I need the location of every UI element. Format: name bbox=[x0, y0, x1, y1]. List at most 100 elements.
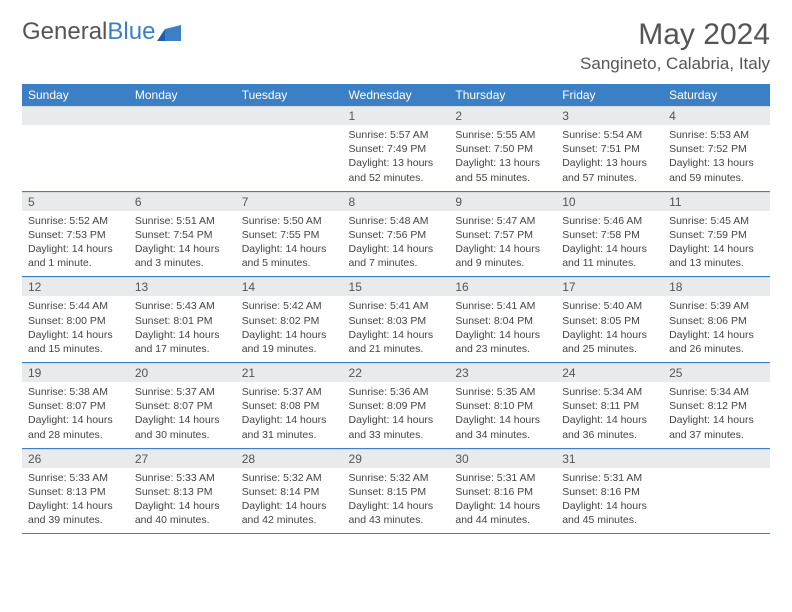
day-number bbox=[129, 106, 236, 125]
day-number: 27 bbox=[129, 449, 236, 468]
day-number: 14 bbox=[236, 277, 343, 296]
day-info: Sunrise: 5:40 AMSunset: 8:05 PMDaylight:… bbox=[556, 296, 663, 362]
day-info: Sunrise: 5:54 AMSunset: 7:51 PMDaylight:… bbox=[556, 125, 663, 191]
calendar-cell: 26Sunrise: 5:33 AMSunset: 8:13 PMDayligh… bbox=[22, 448, 129, 534]
calendar-cell: 22Sunrise: 5:36 AMSunset: 8:09 PMDayligh… bbox=[343, 363, 450, 449]
day-info: Sunrise: 5:42 AMSunset: 8:02 PMDaylight:… bbox=[236, 296, 343, 362]
day-info: Sunrise: 5:55 AMSunset: 7:50 PMDaylight:… bbox=[449, 125, 556, 191]
calendar-cell: 18Sunrise: 5:39 AMSunset: 8:06 PMDayligh… bbox=[663, 277, 770, 363]
day-info: Sunrise: 5:31 AMSunset: 8:16 PMDaylight:… bbox=[449, 468, 556, 534]
day-number: 24 bbox=[556, 363, 663, 382]
calendar-cell: 8Sunrise: 5:48 AMSunset: 7:56 PMDaylight… bbox=[343, 191, 450, 277]
calendar-table: SundayMondayTuesdayWednesdayThursdayFrid… bbox=[22, 84, 770, 534]
day-number: 2 bbox=[449, 106, 556, 125]
day-info bbox=[129, 125, 236, 185]
calendar-cell: 17Sunrise: 5:40 AMSunset: 8:05 PMDayligh… bbox=[556, 277, 663, 363]
weekday-header: Wednesday bbox=[343, 84, 450, 106]
day-info: Sunrise: 5:32 AMSunset: 8:15 PMDaylight:… bbox=[343, 468, 450, 534]
calendar-cell: 29Sunrise: 5:32 AMSunset: 8:15 PMDayligh… bbox=[343, 448, 450, 534]
calendar-cell: 20Sunrise: 5:37 AMSunset: 8:07 PMDayligh… bbox=[129, 363, 236, 449]
day-info: Sunrise: 5:39 AMSunset: 8:06 PMDaylight:… bbox=[663, 296, 770, 362]
calendar-cell: 2Sunrise: 5:55 AMSunset: 7:50 PMDaylight… bbox=[449, 106, 556, 191]
day-info: Sunrise: 5:37 AMSunset: 8:08 PMDaylight:… bbox=[236, 382, 343, 448]
calendar-row: 12Sunrise: 5:44 AMSunset: 8:00 PMDayligh… bbox=[22, 277, 770, 363]
calendar-cell: 31Sunrise: 5:31 AMSunset: 8:16 PMDayligh… bbox=[556, 448, 663, 534]
day-info: Sunrise: 5:51 AMSunset: 7:54 PMDaylight:… bbox=[129, 211, 236, 277]
calendar-cell: 19Sunrise: 5:38 AMSunset: 8:07 PMDayligh… bbox=[22, 363, 129, 449]
calendar-cell-empty bbox=[129, 106, 236, 191]
day-info: Sunrise: 5:41 AMSunset: 8:03 PMDaylight:… bbox=[343, 296, 450, 362]
day-info bbox=[236, 125, 343, 185]
calendar-row: 5Sunrise: 5:52 AMSunset: 7:53 PMDaylight… bbox=[22, 191, 770, 277]
calendar-cell: 9Sunrise: 5:47 AMSunset: 7:57 PMDaylight… bbox=[449, 191, 556, 277]
day-number: 7 bbox=[236, 192, 343, 211]
calendar-cell: 28Sunrise: 5:32 AMSunset: 8:14 PMDayligh… bbox=[236, 448, 343, 534]
day-info: Sunrise: 5:33 AMSunset: 8:13 PMDaylight:… bbox=[129, 468, 236, 534]
calendar-cell-empty bbox=[236, 106, 343, 191]
calendar-cell: 10Sunrise: 5:46 AMSunset: 7:58 PMDayligh… bbox=[556, 191, 663, 277]
day-number: 25 bbox=[663, 363, 770, 382]
calendar-cell: 27Sunrise: 5:33 AMSunset: 8:13 PMDayligh… bbox=[129, 448, 236, 534]
day-number bbox=[236, 106, 343, 125]
day-info bbox=[663, 468, 770, 528]
day-info: Sunrise: 5:41 AMSunset: 8:04 PMDaylight:… bbox=[449, 296, 556, 362]
day-info: Sunrise: 5:35 AMSunset: 8:10 PMDaylight:… bbox=[449, 382, 556, 448]
calendar-cell: 21Sunrise: 5:37 AMSunset: 8:08 PMDayligh… bbox=[236, 363, 343, 449]
day-number: 1 bbox=[343, 106, 450, 125]
logo-text-1: General bbox=[22, 18, 107, 46]
day-number: 12 bbox=[22, 277, 129, 296]
calendar-cell: 4Sunrise: 5:53 AMSunset: 7:52 PMDaylight… bbox=[663, 106, 770, 191]
day-number: 6 bbox=[129, 192, 236, 211]
weekday-header: Tuesday bbox=[236, 84, 343, 106]
header: GeneralBlue May 2024 Sangineto, Calabria… bbox=[22, 18, 770, 74]
calendar-cell: 12Sunrise: 5:44 AMSunset: 8:00 PMDayligh… bbox=[22, 277, 129, 363]
day-number bbox=[22, 106, 129, 125]
calendar-cell-empty bbox=[22, 106, 129, 191]
calendar-cell: 13Sunrise: 5:43 AMSunset: 8:01 PMDayligh… bbox=[129, 277, 236, 363]
calendar-cell: 5Sunrise: 5:52 AMSunset: 7:53 PMDaylight… bbox=[22, 191, 129, 277]
day-info: Sunrise: 5:44 AMSunset: 8:00 PMDaylight:… bbox=[22, 296, 129, 362]
calendar-cell: 3Sunrise: 5:54 AMSunset: 7:51 PMDaylight… bbox=[556, 106, 663, 191]
day-number: 3 bbox=[556, 106, 663, 125]
day-number: 28 bbox=[236, 449, 343, 468]
weekday-header: Saturday bbox=[663, 84, 770, 106]
day-number: 22 bbox=[343, 363, 450, 382]
day-info: Sunrise: 5:31 AMSunset: 8:16 PMDaylight:… bbox=[556, 468, 663, 534]
calendar-row: 1Sunrise: 5:57 AMSunset: 7:49 PMDaylight… bbox=[22, 106, 770, 191]
month-title: May 2024 bbox=[580, 18, 770, 52]
day-number: 26 bbox=[22, 449, 129, 468]
page-container: GeneralBlue May 2024 Sangineto, Calabria… bbox=[0, 0, 792, 544]
day-number: 19 bbox=[22, 363, 129, 382]
calendar-cell-empty bbox=[663, 448, 770, 534]
logo-swoosh-icon bbox=[157, 22, 183, 42]
calendar-row: 26Sunrise: 5:33 AMSunset: 8:13 PMDayligh… bbox=[22, 448, 770, 534]
day-number: 16 bbox=[449, 277, 556, 296]
day-info: Sunrise: 5:50 AMSunset: 7:55 PMDaylight:… bbox=[236, 211, 343, 277]
day-info: Sunrise: 5:33 AMSunset: 8:13 PMDaylight:… bbox=[22, 468, 129, 534]
day-number: 21 bbox=[236, 363, 343, 382]
day-info: Sunrise: 5:53 AMSunset: 7:52 PMDaylight:… bbox=[663, 125, 770, 191]
title-block: May 2024 Sangineto, Calabria, Italy bbox=[580, 18, 770, 74]
calendar-cell: 14Sunrise: 5:42 AMSunset: 8:02 PMDayligh… bbox=[236, 277, 343, 363]
day-number: 17 bbox=[556, 277, 663, 296]
day-number: 23 bbox=[449, 363, 556, 382]
weekday-header: Friday bbox=[556, 84, 663, 106]
location: Sangineto, Calabria, Italy bbox=[580, 54, 770, 74]
day-number: 20 bbox=[129, 363, 236, 382]
weekday-header: Thursday bbox=[449, 84, 556, 106]
day-info: Sunrise: 5:34 AMSunset: 8:12 PMDaylight:… bbox=[663, 382, 770, 448]
calendar-cell: 15Sunrise: 5:41 AMSunset: 8:03 PMDayligh… bbox=[343, 277, 450, 363]
day-number: 29 bbox=[343, 449, 450, 468]
weekday-header: Monday bbox=[129, 84, 236, 106]
day-number: 11 bbox=[663, 192, 770, 211]
calendar-cell: 30Sunrise: 5:31 AMSunset: 8:16 PMDayligh… bbox=[449, 448, 556, 534]
day-info: Sunrise: 5:48 AMSunset: 7:56 PMDaylight:… bbox=[343, 211, 450, 277]
day-info: Sunrise: 5:34 AMSunset: 8:11 PMDaylight:… bbox=[556, 382, 663, 448]
calendar-cell: 23Sunrise: 5:35 AMSunset: 8:10 PMDayligh… bbox=[449, 363, 556, 449]
calendar-cell: 1Sunrise: 5:57 AMSunset: 7:49 PMDaylight… bbox=[343, 106, 450, 191]
day-info: Sunrise: 5:57 AMSunset: 7:49 PMDaylight:… bbox=[343, 125, 450, 191]
day-number: 10 bbox=[556, 192, 663, 211]
weekday-header: Sunday bbox=[22, 84, 129, 106]
calendar-cell: 24Sunrise: 5:34 AMSunset: 8:11 PMDayligh… bbox=[556, 363, 663, 449]
day-info: Sunrise: 5:46 AMSunset: 7:58 PMDaylight:… bbox=[556, 211, 663, 277]
